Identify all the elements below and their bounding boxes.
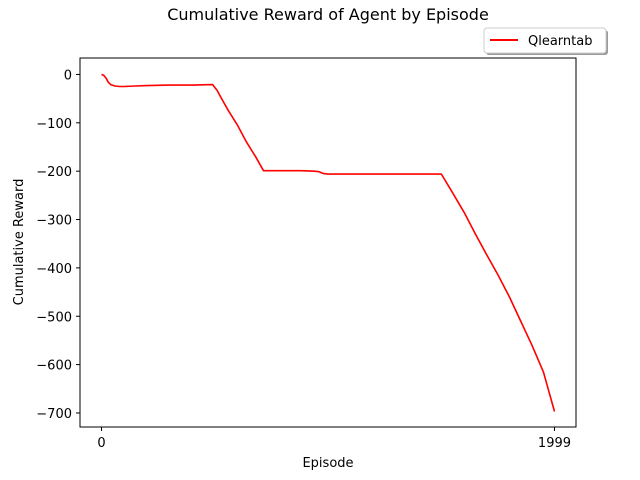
y-tick-label: −200	[36, 165, 72, 180]
y-tick-label: −100	[36, 117, 72, 132]
y-tick-label: −300	[36, 214, 72, 229]
legend-box	[483, 27, 607, 54]
axis-ticks: 0 −100 −200 −300 −400 −500 −600 −700 0 1999	[36, 68, 571, 451]
chart-title: Cumulative Reward of Agent by Episode	[167, 5, 489, 24]
x-tick-label: 0	[97, 436, 105, 451]
x-tick-label: 1999	[538, 436, 571, 451]
y-tick-label: −600	[36, 359, 72, 374]
series-line-qlearntab	[101, 73, 556, 412]
y-tick-label: −500	[36, 310, 72, 325]
y-tick-label: 0	[64, 68, 72, 83]
x-axis-label: Episode	[302, 456, 353, 471]
y-tick-label: −700	[36, 407, 72, 422]
legend[interactable]: Qlearntab	[483, 27, 608, 55]
legend-label-qlearntab: Qlearntab	[528, 34, 592, 49]
series-layer	[101, 73, 556, 412]
y-axis-label: Cumulative Reward	[12, 179, 27, 306]
y-tick-label: −400	[36, 262, 72, 277]
plot-area-frame	[79, 57, 577, 428]
